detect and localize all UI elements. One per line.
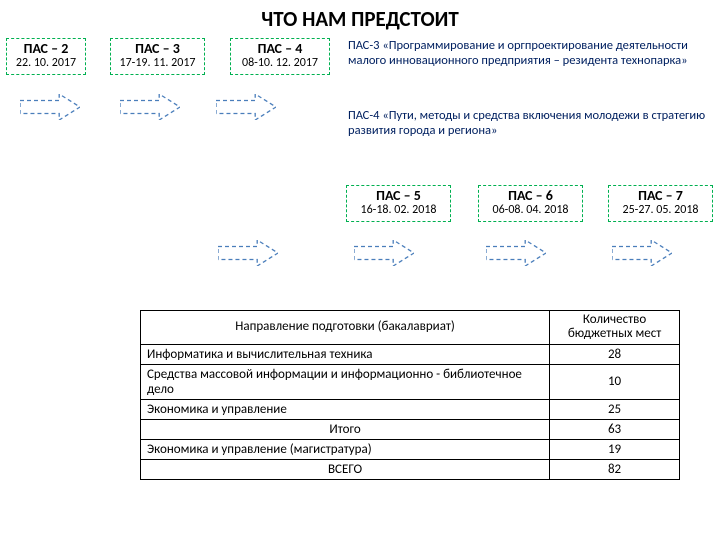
arrow-icon — [354, 240, 414, 266]
pas-box: ПАС – 408-10. 12. 2017 — [230, 38, 330, 75]
table-head-program: Направление подготовки (бакалавриат) — [141, 311, 550, 345]
pas-name: ПАС – 7 — [613, 188, 708, 204]
arrow-icon — [486, 240, 546, 266]
programs-table: Направление подготовки (бакалавриат) Кол… — [140, 310, 680, 480]
pas-box: ПАС – 606-08. 04. 2018 — [478, 185, 583, 222]
pas-date: 22. 10. 2017 — [11, 57, 81, 71]
arrow-icon — [216, 94, 276, 120]
pas-box: ПАС – 725-27. 05. 2018 — [608, 185, 713, 222]
pas-date: 06-08. 04. 2018 — [483, 204, 578, 218]
pas-box: ПАС – 317-19. 11. 2017 — [110, 38, 205, 75]
pas-date: 16-18. 02. 2018 — [351, 204, 446, 218]
arrow-icon — [612, 240, 672, 266]
table-row: Экономика и управление 25 — [141, 399, 680, 419]
pas-name: ПАС – 5 — [351, 188, 446, 204]
table-head-count: Количество бюджетных мест — [550, 311, 680, 345]
pas-name: ПАС – 3 — [115, 41, 200, 57]
table-row: Информатика и вычислительная техника 28 — [141, 344, 680, 364]
pas-date: 17-19. 11. 2017 — [115, 57, 200, 71]
pas-box: ПАС – 516-18. 02. 2018 — [346, 185, 451, 222]
note-text: ПАС-3 «Программирование и оргпроектирова… — [348, 38, 708, 68]
table-row: Средства массовой информации и информаци… — [141, 364, 680, 399]
pas-box: ПАС – 222. 10. 2017 — [6, 38, 86, 75]
table-total: ВСЕГО 82 — [141, 459, 680, 479]
pas-date: 25-27. 05. 2018 — [613, 204, 708, 218]
page-title: ЧТО НАМ ПРЕДСТОИТ — [0, 0, 720, 36]
pas-name: ПАС – 4 — [235, 41, 325, 57]
pas-name: ПАС – 2 — [11, 41, 81, 57]
arrow-icon — [120, 94, 180, 120]
arrow-icon — [20, 94, 80, 120]
pas-name: ПАС – 6 — [483, 188, 578, 204]
note-text: ПАС-4 «Пути, методы и средства включения… — [348, 108, 708, 138]
table-subtotal: Итого 63 — [141, 419, 680, 439]
arrow-icon — [218, 240, 278, 266]
pas-date: 08-10. 12. 2017 — [235, 57, 325, 71]
table-master: Экономика и управление (магистратура) 19 — [141, 439, 680, 459]
